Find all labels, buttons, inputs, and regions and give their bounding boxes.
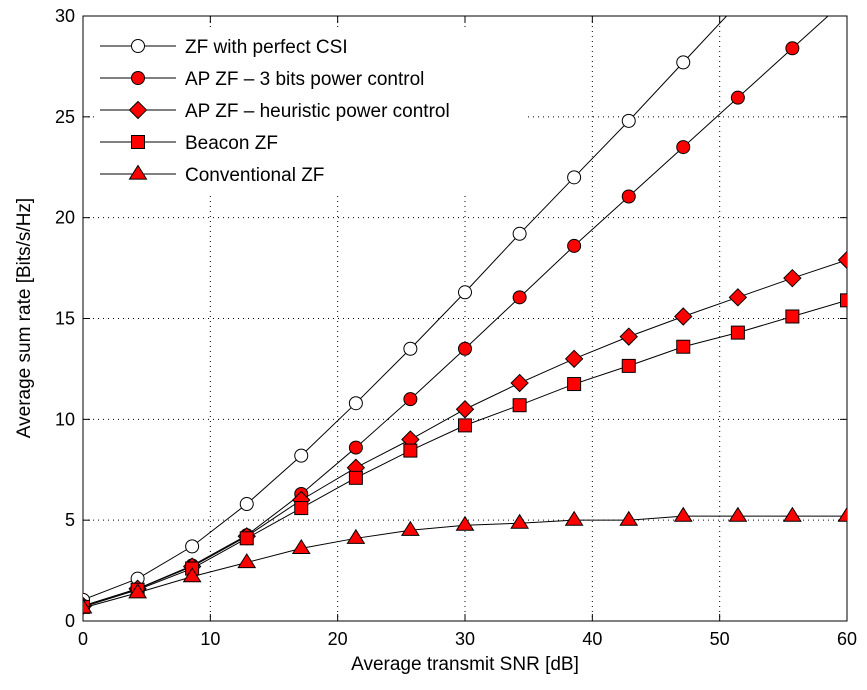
data-point [676, 55, 691, 70]
data-point [458, 285, 472, 300]
x-tick-label: 60 [837, 629, 857, 649]
data-point [294, 448, 309, 463]
data-point [840, 293, 847, 308]
legend-label: AP ZF – heuristic power control [185, 101, 450, 122]
axis-ticks: 0 10 20 30 40 50 60 0 5 10 15 20 25 30 [55, 6, 857, 649]
data-point [730, 90, 745, 105]
series-3 [83, 250, 847, 616]
legend-marker [131, 71, 145, 85]
legend-label: Conventional ZF [185, 165, 324, 186]
y-tick-label: 20 [55, 208, 75, 228]
legend-marker [131, 39, 145, 53]
legend-marker [128, 100, 148, 120]
x-tick-label: 40 [582, 629, 602, 649]
data-point [783, 268, 802, 288]
data-point [510, 513, 530, 529]
legend-label: ZF with perfect CSI [185, 37, 348, 58]
y-tick-label: 0 [65, 611, 75, 631]
data-point [455, 515, 475, 531]
x-tick-label: 30 [455, 629, 475, 649]
x-tick-label: 0 [78, 629, 88, 649]
data-point [676, 140, 691, 155]
legend-label: Beacon ZF [185, 133, 278, 154]
legend-entry: Conventional ZF [100, 164, 324, 186]
y-tick-label: 10 [55, 409, 75, 429]
legend: ZF with perfect CSI AP ZF – 3 bits power … [96, 27, 524, 193]
data-point [128, 583, 148, 599]
data-point [674, 307, 693, 326]
data-point [785, 309, 800, 324]
y-tick-label: 5 [65, 510, 75, 530]
data-point [567, 238, 582, 253]
legend-entry: ZF with perfect CSI [100, 37, 348, 58]
data-point [403, 443, 418, 458]
y-tick-label: 25 [55, 107, 75, 127]
x-tick-label: 20 [328, 629, 348, 649]
data-point [400, 520, 420, 536]
series-5 [83, 506, 847, 614]
data-point [512, 398, 527, 413]
data-point [837, 506, 847, 522]
data-point [403, 341, 418, 356]
data-point [458, 341, 472, 356]
data-point [403, 392, 418, 407]
legend-marker [131, 135, 145, 149]
data-point [730, 325, 745, 340]
series [83, 16, 847, 616]
data-point [785, 41, 800, 56]
data-point [567, 377, 582, 392]
data-point [185, 539, 200, 554]
data-point [294, 501, 309, 516]
series-1 [83, 16, 728, 607]
data-point [619, 510, 639, 526]
data-point [621, 358, 636, 373]
legend-entry: AP ZF – 3 bits power control [100, 69, 424, 90]
data-point [348, 440, 363, 455]
data-point [621, 189, 636, 204]
data-point [346, 528, 366, 544]
data-point [567, 170, 582, 185]
y-tick-label: 15 [55, 309, 75, 329]
data-point [564, 349, 584, 369]
legend-entry: AP ZF – heuristic power control [100, 100, 450, 122]
data-point [512, 290, 527, 305]
y-axis-label: Average sum rate [Bits/s/Hz] [14, 198, 35, 438]
data-point [239, 497, 254, 512]
x-axis-label: Average transmit SNR [dB] [351, 654, 579, 675]
data-point [291, 538, 311, 554]
data-point [458, 418, 472, 433]
data-point [510, 373, 529, 393]
legend-marker [128, 164, 148, 180]
data-point [237, 553, 257, 569]
data-point [673, 506, 693, 522]
series-2 [83, 16, 829, 613]
data-point [348, 470, 363, 485]
data-point [782, 506, 802, 522]
legend-label: AP ZF – 3 bits power control [185, 69, 424, 90]
data-point [676, 339, 691, 354]
data-point [619, 327, 638, 346]
data-point [239, 531, 254, 546]
data-point [348, 396, 363, 411]
x-tick-label: 50 [710, 629, 730, 649]
data-point [621, 113, 636, 128]
data-point [512, 226, 527, 241]
data-point [83, 598, 93, 614]
data-point [564, 510, 584, 526]
data-point [837, 250, 847, 270]
data-point [182, 567, 202, 583]
y-tick-label: 30 [55, 6, 75, 26]
x-tick-label: 10 [200, 629, 220, 649]
data-point [728, 288, 748, 307]
legend-entry: Beacon ZF [100, 133, 278, 154]
data-point [455, 400, 475, 419]
data-point [728, 506, 748, 522]
